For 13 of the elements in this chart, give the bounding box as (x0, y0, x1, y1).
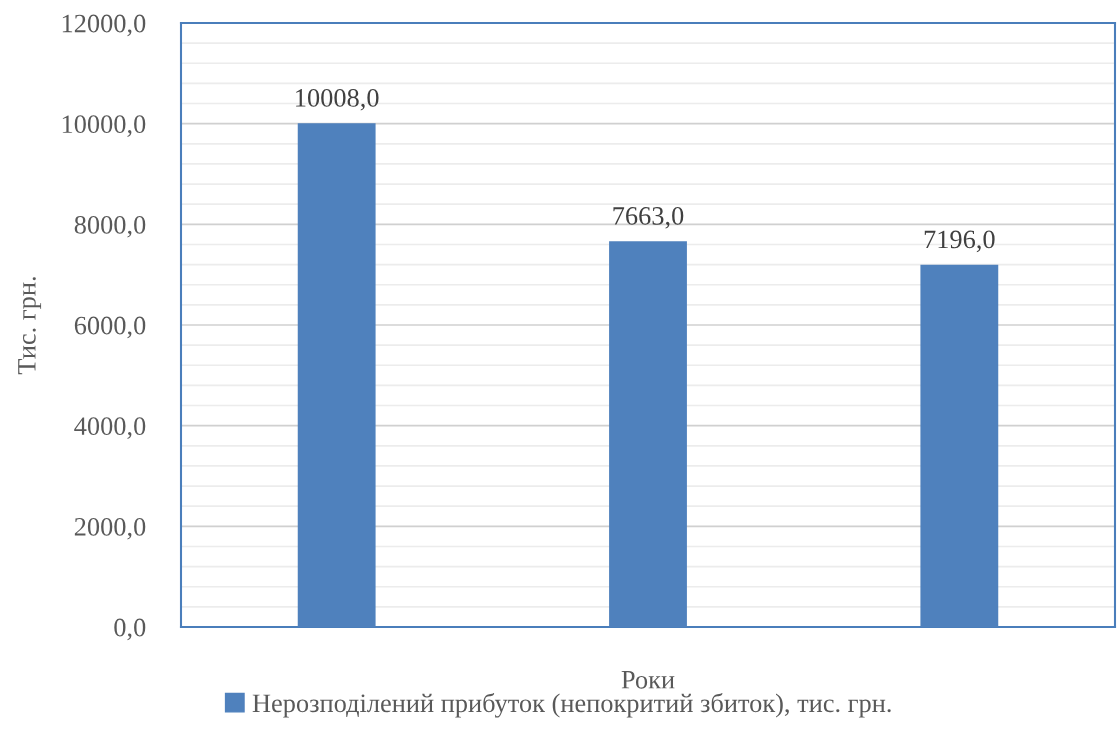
y-tick-label: 2000,0 (74, 517, 146, 540)
y-tick-label: 6000,0 (74, 316, 146, 339)
y-tick-label: 8000,0 (74, 215, 146, 238)
data-label: 7196,0 (924, 230, 995, 253)
y-tick-label: 12000,0 (62, 14, 146, 37)
data-label: 7663,0 (613, 207, 684, 229)
y-tick-label: 10000,0 (62, 115, 146, 137)
y-axis-title: Тис. грн. (18, 277, 42, 375)
y-tick-label: 4000,0 (74, 417, 146, 439)
legend-label: Нерозподілений прибуток (непокритий збиток), тис. грн. (252, 693, 891, 718)
y-tick-label: 0,0 (114, 618, 146, 641)
data-label: 10008,0 (296, 88, 379, 111)
x-axis-title: Роки (621, 671, 675, 689)
